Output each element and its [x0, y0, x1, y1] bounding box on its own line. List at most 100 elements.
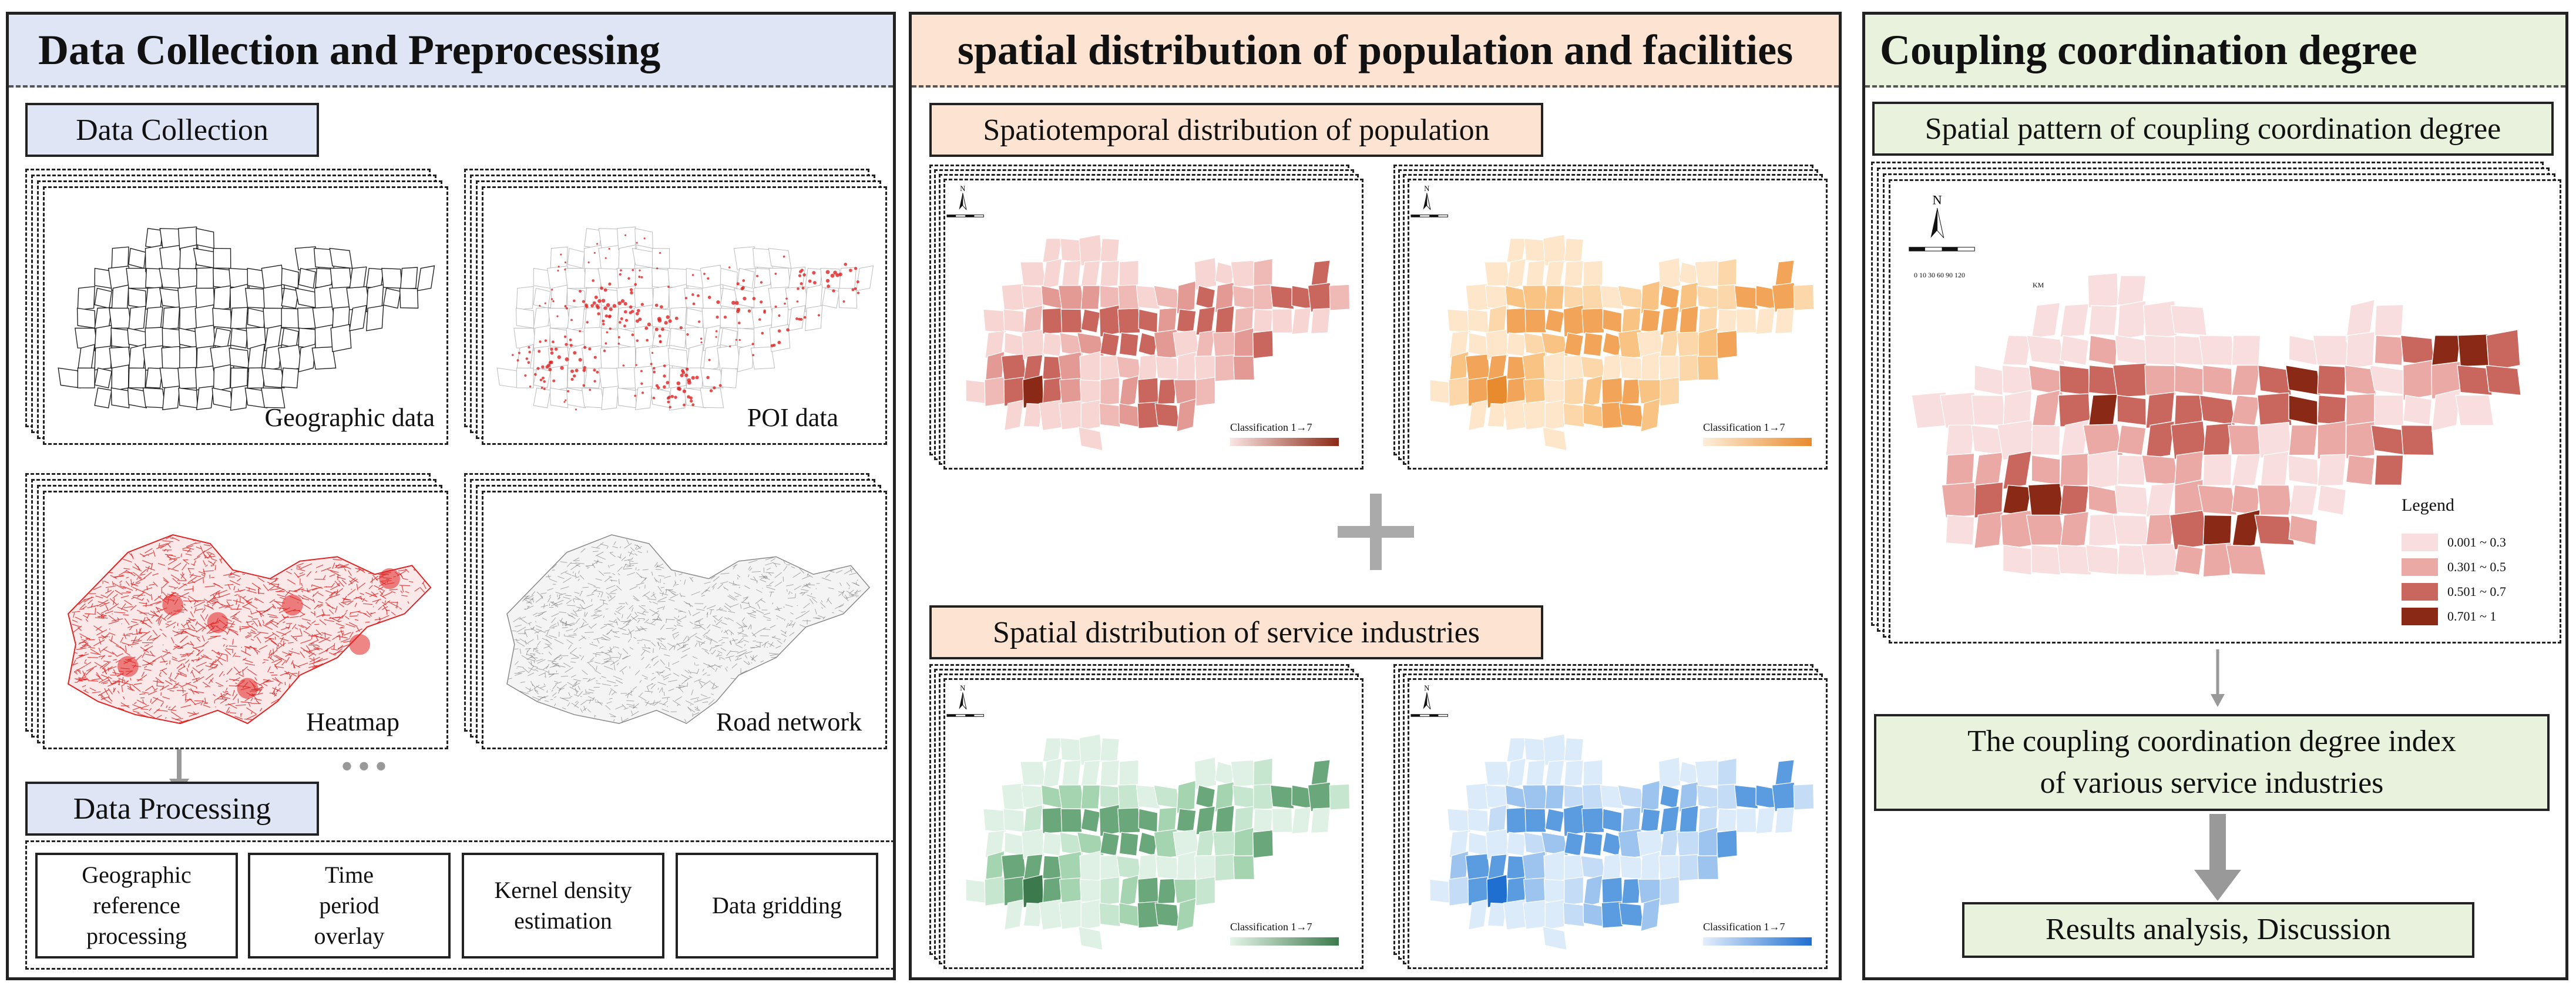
heat-segment: [226, 688, 228, 691]
road-segment: [668, 589, 676, 594]
road-segment: [529, 653, 536, 655]
road-segment: [724, 617, 729, 620]
road-segment: [695, 618, 704, 622]
map-cell: [1157, 878, 1177, 904]
heat-segment: [194, 702, 201, 705]
road-segment: [627, 638, 632, 643]
map-cell: [617, 327, 637, 348]
road-segment: [725, 655, 734, 659]
road-segment: [603, 600, 604, 606]
poi-point: [817, 314, 820, 317]
road-segment: [688, 603, 691, 608]
heat-segment: [98, 636, 109, 638]
road-segment: [537, 641, 541, 646]
road-segment: [701, 589, 707, 595]
road-segment: [570, 612, 579, 617]
heat-spot: [117, 656, 139, 677]
heat-segment: [249, 645, 260, 653]
map-cell: [230, 385, 248, 411]
heat-segment: [296, 562, 304, 567]
road-segment: [751, 662, 753, 663]
heat-segment: [325, 586, 327, 588]
heat-segment: [265, 621, 273, 626]
map-cell: [686, 307, 704, 329]
map-cell: [2060, 303, 2090, 338]
heat-segment: [234, 632, 239, 636]
road-segment: [661, 709, 670, 712]
poi-point: [798, 317, 801, 321]
heat-segment: [133, 595, 144, 596]
map-geographic-data: Geographic data: [25, 169, 448, 446]
heat-segment: [232, 690, 235, 696]
heat-segment: [246, 635, 252, 639]
poi-point: [752, 354, 755, 357]
road-segment: [542, 638, 549, 642]
heat-segment: [253, 620, 258, 627]
heat-segment: [332, 562, 335, 569]
heat-segment: [374, 618, 381, 621]
road-segment: [784, 631, 787, 635]
map-cell: [1717, 783, 1737, 810]
heat-segment: [301, 589, 311, 592]
map-cell: [2374, 334, 2404, 366]
road-segment: [752, 655, 754, 661]
road-segment: [688, 610, 691, 616]
map-cell: [2088, 513, 2118, 547]
map-cell: [2002, 450, 2033, 490]
road-segment: [641, 656, 644, 661]
road-segment: [528, 622, 532, 624]
map-cell: [1080, 400, 1101, 431]
road-segment: [821, 606, 823, 609]
road-segment: [689, 577, 694, 582]
road-segment: [637, 569, 640, 571]
road-segment: [679, 573, 683, 575]
heat-segment: [122, 642, 131, 646]
road-segment: [659, 687, 663, 693]
heat-segment: [98, 615, 107, 618]
road-segment: [768, 652, 778, 655]
map-cell: [651, 327, 670, 348]
map-cell: [1429, 379, 1450, 404]
map-cell: [2231, 364, 2261, 396]
heat-segment: [166, 705, 168, 708]
results-text: Results analysis, Discussion: [2046, 913, 2391, 947]
heat-segment: [192, 671, 195, 678]
road-segment: [637, 551, 642, 554]
heat-segment: [159, 619, 162, 626]
road-segment: [552, 625, 557, 628]
heat-segment: [151, 698, 159, 705]
heat-segment: [250, 631, 257, 634]
road-segment: [535, 651, 541, 655]
poi-point: [825, 270, 830, 274]
heat-segment: [210, 679, 213, 683]
heat-segment: [263, 679, 271, 681]
road-segment: [568, 692, 570, 696]
road-segment: [582, 618, 587, 623]
heat-segment: [72, 619, 78, 623]
road-segment: [609, 689, 612, 695]
map-cell: [2403, 394, 2433, 426]
road-segment: [542, 618, 548, 621]
classification-ramp-4: [1703, 937, 1812, 946]
map-cell: [1100, 260, 1120, 287]
heat-segment: [340, 564, 351, 569]
heat-segment: [182, 545, 193, 549]
road-segment: [529, 659, 535, 662]
road-segment: [540, 592, 547, 594]
heat-segment: [300, 647, 311, 655]
map-cell: [2202, 514, 2232, 546]
heat-segment: [321, 632, 332, 636]
road-segment: [610, 579, 613, 582]
map-cell: [839, 267, 857, 290]
heat-segment: [207, 636, 217, 640]
heat-segment: [254, 597, 264, 604]
map-cell: [311, 346, 337, 370]
heat-segment: [311, 584, 323, 589]
heat-segment: [167, 543, 172, 548]
map-cell: [1583, 874, 1603, 908]
heat-segment: [273, 655, 282, 661]
road-segment: [508, 678, 512, 679]
road-segment: [632, 686, 637, 690]
heat-segment: [336, 567, 348, 568]
road-segment: [549, 595, 552, 597]
